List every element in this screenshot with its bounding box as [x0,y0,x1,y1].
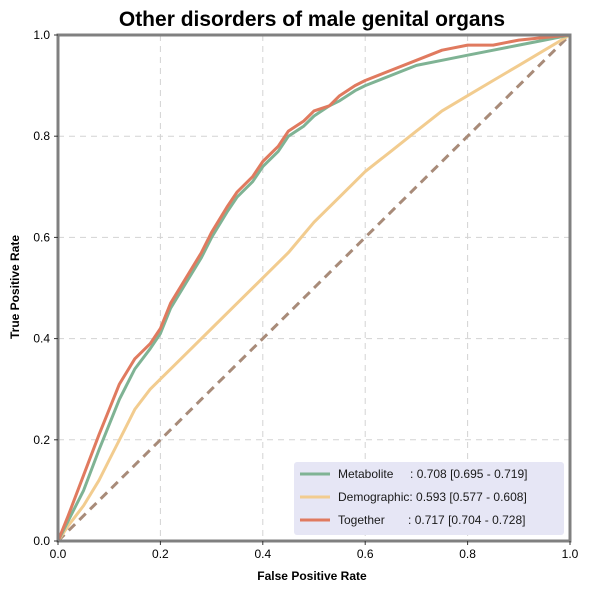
x-axis-label: False Positive Rate [257,569,367,583]
y-tick-label: 0.0 [33,534,50,548]
x-tick-label: 0.4 [254,547,271,561]
series-line-together [56,33,571,542]
y-tick-label: 0.6 [33,230,50,244]
grid [58,35,570,541]
x-tick-label: 0.6 [357,547,374,561]
legend-entry-together: Together : 0.717 [0.704 - 0.728] [338,513,525,527]
legend-entry-metabolite: Metabolite : 0.708 [0.695 - 0.719] [338,467,527,481]
x-tick-label: 0.0 [50,547,67,561]
y-tick-label: 1.0 [33,28,50,42]
legend: Metabolite : 0.708 [0.695 - 0.719] Demogr… [294,462,564,535]
series-line-demographic [56,33,571,542]
x-tick-label: 0.2 [152,547,169,561]
chart-title: Other disorders of male genital organs [119,8,505,31]
axis-ticks: 0.0 0.2 0.4 0.6 0.8 1.0 0.0 0.2 0.4 0.6 0.8 1.0 [33,28,578,561]
legend-entry-demographic: Demographic: 0.593 [0.577 - 0.608] [338,490,527,504]
y-tick-label: 0.8 [33,129,50,143]
y-tick-label: 0.4 [33,332,50,346]
series-line-metabolite [56,33,571,542]
x-tick-label: 0.8 [459,547,476,561]
x-tick-label: 1.0 [562,547,579,561]
y-axis-label: True Positive Rate [8,235,22,339]
legend-box [294,462,564,535]
y-tick-label: 0.2 [33,433,50,447]
series-lines [56,33,571,542]
plot-frame [56,33,572,543]
